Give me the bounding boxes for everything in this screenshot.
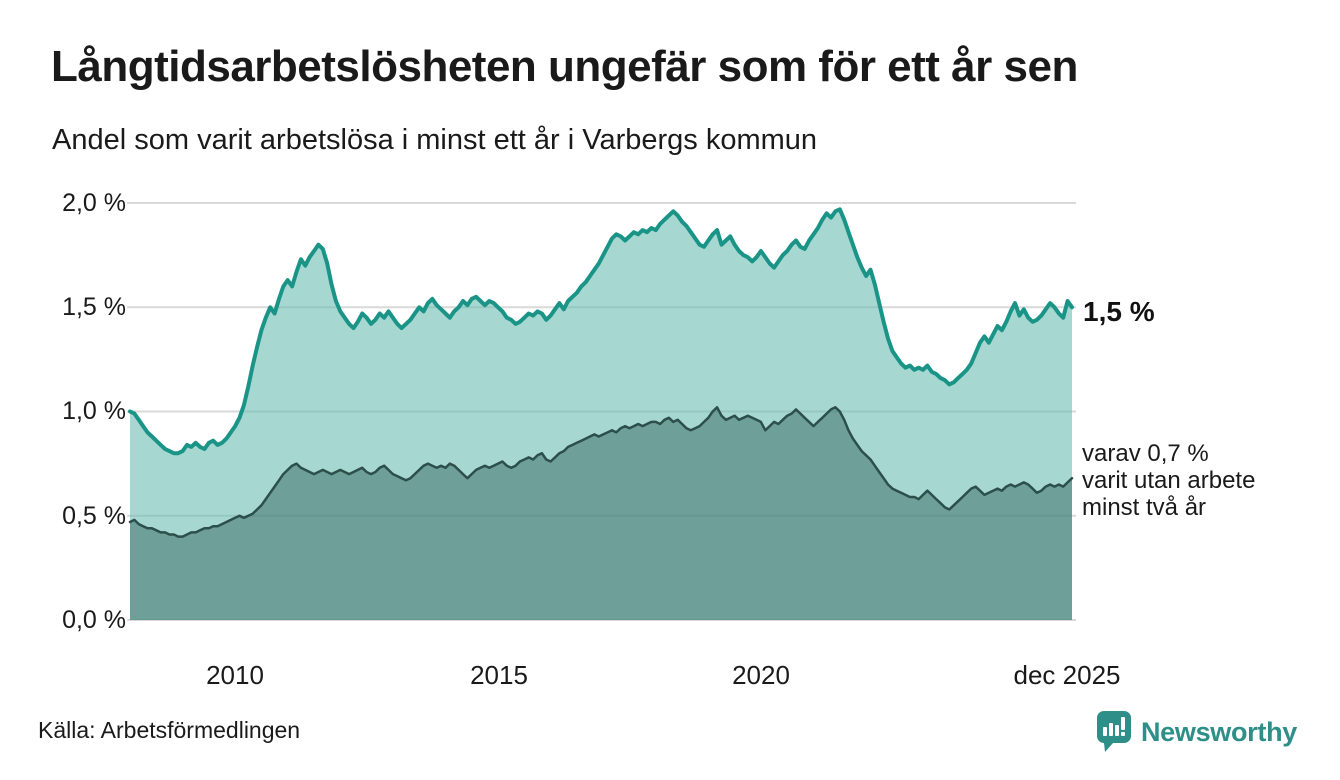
x-tick-2015: 2015: [470, 660, 528, 690]
annotation-line-2: varit utan arbete: [1082, 467, 1256, 494]
newsworthy-wordmark: Newsworthy: [1140, 716, 1297, 747]
x-tick-dec-2025: dec 2025: [1013, 660, 1121, 690]
y-tick-0-0: 0,0 %: [62, 606, 126, 634]
newsworthy-brand: Newsworthy: [1096, 710, 1297, 754]
end-value-label: 1,5 %: [1083, 296, 1155, 327]
secondary-series-annotation: varav 0,7 % varit utan arbete minst två …: [1082, 440, 1255, 521]
area-fill-two-years: [130, 407, 1072, 620]
y-tick-1-0: 1,0 %: [62, 397, 126, 425]
newsworthy-logo-icon: [1096, 711, 1131, 752]
x-tick-2020: 2020: [732, 660, 790, 690]
page-title: Långtidsarbetslösheten ungefär som för e…: [51, 42, 1078, 91]
y-tick-2-0: 2,0 %: [62, 189, 126, 217]
y-tick-0-5: 0,5 %: [62, 502, 126, 530]
annotation-line-1: varav 0,7 %: [1082, 440, 1209, 467]
y-tick-1-5: 1,5 %: [62, 293, 126, 321]
line-two-years: [128, 406, 1074, 538]
x-tick-2010: 2010: [206, 660, 264, 690]
annotation-line-3: minst två år: [1082, 494, 1207, 521]
page-subtitle: Andel som varit arbetslösa i minst ett å…: [52, 124, 818, 156]
source-attribution: Källa: Arbetsförmedlingen: [38, 717, 301, 743]
line-one-year: [128, 207, 1074, 456]
